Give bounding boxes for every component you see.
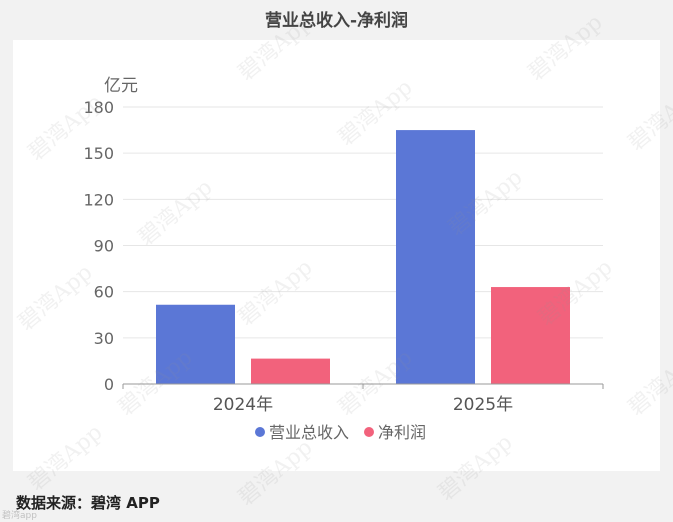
data-source-note: 数据来源：碧湾 APP	[16, 494, 160, 512]
bottom-watermark-tag: 碧湾app	[2, 511, 37, 521]
y-tick-label: 0	[104, 375, 114, 394]
legend-label[interactable]: 营业总收入	[269, 423, 349, 442]
bar[interactable]	[251, 358, 330, 384]
y-tick-label: 180	[83, 98, 114, 117]
y-axis-ticks: 0 30 60 90 120 150 180	[83, 98, 114, 394]
y-tick-label: 90	[94, 237, 114, 256]
legend[interactable]: 营业总收入 净利润	[255, 423, 426, 442]
legend-marker	[364, 427, 374, 437]
chart-panel	[13, 40, 660, 471]
x-tick-label: 2025年	[453, 395, 513, 415]
legend-marker	[255, 427, 265, 437]
chart-title: 营业总收入-净利润	[264, 11, 409, 31]
bar[interactable]	[156, 304, 235, 384]
legend-label[interactable]: 净利润	[378, 423, 426, 442]
x-axis	[122, 383, 604, 389]
y-axis-unit-label: 亿元	[104, 76, 138, 96]
x-axis-ticks: 2024年 2025年	[213, 395, 513, 415]
y-tick-label: 150	[83, 144, 114, 163]
y-tick-label: 120	[83, 190, 114, 209]
bar[interactable]	[491, 287, 570, 384]
bars	[156, 130, 570, 384]
y-tick-label: 60	[94, 283, 114, 302]
x-tick-label: 2024年	[213, 395, 273, 415]
y-tick-label: 30	[94, 329, 114, 348]
bar[interactable]	[396, 130, 475, 384]
